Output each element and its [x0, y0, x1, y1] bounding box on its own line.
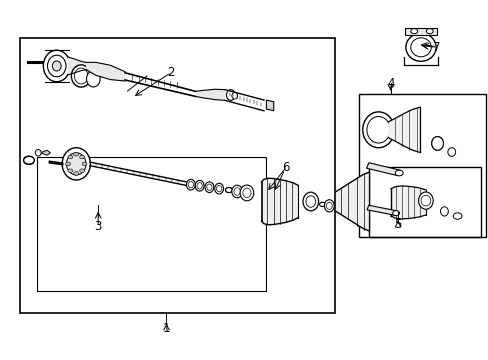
Ellipse shape: [216, 185, 222, 192]
Ellipse shape: [86, 71, 100, 87]
Ellipse shape: [303, 192, 318, 211]
Ellipse shape: [52, 61, 61, 71]
Bar: [368, 167, 480, 237]
Ellipse shape: [35, 149, 41, 156]
Text: 2: 2: [167, 66, 175, 79]
Ellipse shape: [326, 202, 331, 210]
Ellipse shape: [405, 33, 435, 61]
Ellipse shape: [188, 181, 193, 188]
Circle shape: [394, 170, 402, 176]
Circle shape: [392, 211, 399, 216]
Polygon shape: [266, 100, 273, 111]
Ellipse shape: [447, 148, 455, 156]
Ellipse shape: [420, 195, 430, 206]
Ellipse shape: [362, 112, 394, 148]
Ellipse shape: [47, 55, 66, 77]
Text: 6: 6: [282, 161, 289, 174]
Circle shape: [68, 169, 73, 172]
Ellipse shape: [418, 192, 432, 209]
Ellipse shape: [243, 188, 250, 198]
Circle shape: [68, 155, 73, 159]
Ellipse shape: [225, 188, 232, 193]
Circle shape: [452, 213, 461, 219]
Circle shape: [426, 29, 432, 34]
Ellipse shape: [197, 183, 202, 189]
Circle shape: [65, 162, 70, 166]
Ellipse shape: [366, 117, 389, 143]
Ellipse shape: [214, 183, 223, 194]
Circle shape: [82, 162, 87, 166]
Circle shape: [74, 152, 79, 156]
Text: 7: 7: [432, 41, 440, 54]
Bar: [358, 94, 485, 237]
Ellipse shape: [23, 156, 34, 164]
Text: 4: 4: [386, 77, 394, 90]
Text: 1: 1: [163, 322, 170, 335]
Text: 5: 5: [394, 218, 401, 231]
Ellipse shape: [226, 90, 235, 100]
Ellipse shape: [195, 180, 203, 191]
Ellipse shape: [305, 196, 315, 207]
Ellipse shape: [231, 93, 237, 99]
Circle shape: [74, 172, 79, 175]
Text: 3: 3: [94, 220, 102, 233]
Ellipse shape: [233, 188, 240, 195]
Ellipse shape: [206, 184, 212, 190]
Polygon shape: [41, 150, 50, 155]
Circle shape: [410, 29, 417, 34]
Ellipse shape: [440, 207, 447, 216]
Ellipse shape: [71, 65, 91, 87]
Bar: [37, 157, 266, 291]
Ellipse shape: [186, 179, 195, 190]
Ellipse shape: [74, 68, 88, 84]
Ellipse shape: [66, 153, 86, 175]
Circle shape: [80, 169, 84, 172]
Ellipse shape: [410, 38, 430, 57]
Polygon shape: [366, 163, 400, 176]
Ellipse shape: [62, 148, 90, 180]
Ellipse shape: [204, 182, 213, 193]
Polygon shape: [405, 28, 436, 35]
Ellipse shape: [231, 185, 242, 198]
Polygon shape: [366, 205, 396, 215]
Ellipse shape: [43, 50, 70, 82]
Ellipse shape: [431, 136, 443, 150]
Bar: [20, 39, 334, 313]
Circle shape: [80, 155, 84, 159]
Ellipse shape: [240, 185, 253, 201]
Ellipse shape: [324, 200, 333, 212]
